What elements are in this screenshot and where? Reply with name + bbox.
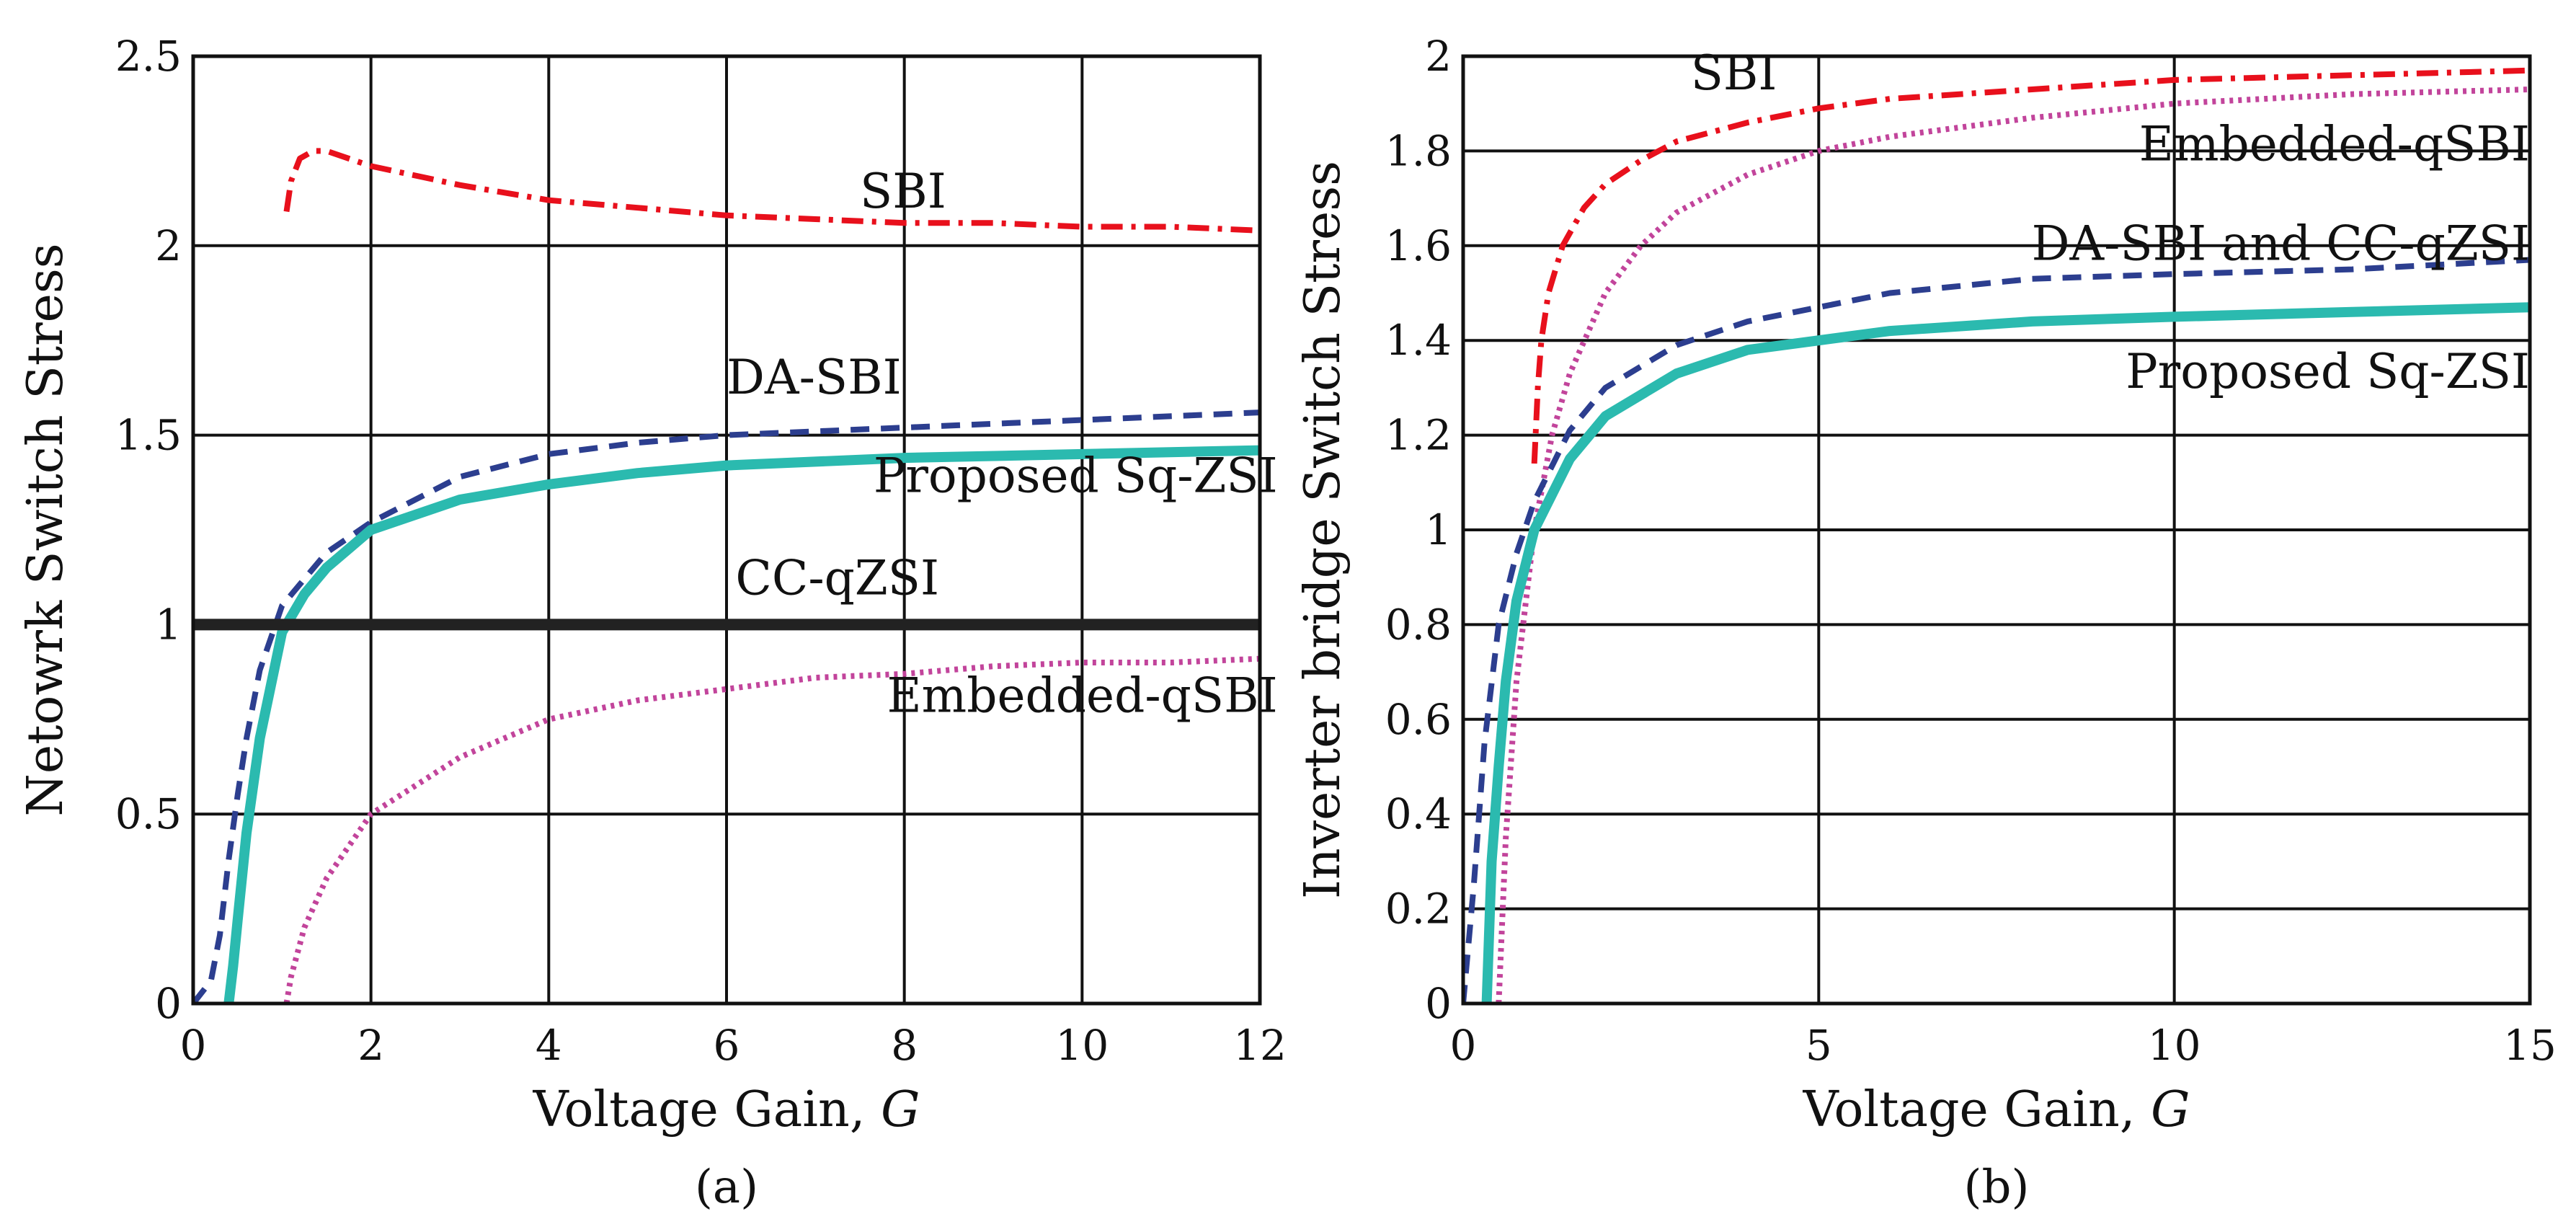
y-tick-label-b-6: 1.2: [1385, 411, 1452, 460]
series-line-b-da-sbi-and-cc-qzsi: [1463, 257, 2530, 1004]
series-annotation-a-0: SBI: [860, 164, 946, 219]
series-line-a-embedded-qsbi: [283, 655, 1260, 1004]
series-annotation-b-0: SBI: [1691, 45, 1777, 101]
x-axis-label-a: Voltage Gain, G: [533, 1081, 920, 1138]
x-tick-label-a-6: 12: [1233, 1021, 1287, 1070]
y-axis-label-b: Inverter bridge Switch Stress: [1294, 161, 1351, 899]
y-tick-label-a-2: 1: [155, 600, 182, 649]
series-annotation-a-1: DA-SBI: [727, 350, 902, 405]
x-tick-label-a-3: 6: [714, 1021, 740, 1070]
x-tick-label-a-0: 0: [180, 1021, 207, 1070]
series-line-b-sbi: [1531, 67, 2530, 464]
plot-frame-a: [191, 54, 1262, 1006]
y-tick-label-b-9: 1.8: [1385, 126, 1452, 175]
y-tick-label-b-5: 1: [1425, 505, 1452, 554]
series-annotation-b-2: DA-SBI and CC-qZSI: [2032, 216, 2530, 272]
x-tick-label-b-0: 0: [1450, 1021, 1477, 1070]
panel-label-b: (b): [1964, 1161, 2030, 1214]
y-tick-label-a-5: 2.5: [115, 32, 182, 81]
x-tick-label-a-5: 10: [1055, 1021, 1109, 1070]
series-line-b-embedded-qsbi: [1496, 87, 2530, 1004]
panel-label-a: (a): [695, 1161, 758, 1214]
x-tick-label-b-1: 5: [1806, 1021, 1832, 1070]
panel-a: 0 2 4 6 8 10 12 0 0.5 1 1.5 2 2.5 Voltage Gain, G Neto…: [17, 32, 1287, 1214]
series-line-a-da-sbi: [193, 409, 1260, 1006]
series-line-a-proposed-sq-zsi: [223, 445, 1260, 1004]
y-axis-label-a: Netowrk Switch Stress: [17, 243, 74, 816]
y-tick-label-b-2: 0.4: [1385, 789, 1452, 838]
series-line-b-proposed-sq-zsi: [1481, 302, 2530, 1004]
y-tick-label-b-3: 0.6: [1385, 695, 1452, 744]
series-annotation-a-3: CC-qZSI: [735, 550, 939, 606]
y-tick-label-a-4: 2: [155, 221, 182, 270]
y-tick-label-b-4: 0.8: [1385, 600, 1452, 649]
y-tick-label-a-1: 0.5: [115, 789, 182, 838]
x-tick-label-b-2: 10: [2148, 1021, 2201, 1070]
y-tick-label-b-1: 0.2: [1385, 885, 1452, 934]
x-tick-label-a-1: 2: [357, 1021, 384, 1070]
series-line-a-sbi: [283, 148, 1260, 234]
y-tick-label-b-10: 2: [1425, 32, 1452, 81]
x-tick-label-a-2: 4: [536, 1021, 562, 1070]
plot-frame-b: [1461, 54, 2532, 1006]
x-tick-label-b-3: 15: [2503, 1021, 2557, 1070]
y-tick-label-b-0: 0: [1425, 979, 1452, 1028]
series-annotation-a-4: Embedded-qSBI: [887, 668, 1277, 723]
series-annotation-b-3: Proposed Sq-ZSI: [2126, 344, 2530, 399]
x-axis-label-b: Voltage Gain, G: [1803, 1081, 2190, 1138]
y-tick-label-a-0: 0: [155, 979, 182, 1028]
y-tick-label-b-8: 1.6: [1385, 221, 1452, 270]
panel-b: 0 5 10 15 0 0.2 0.4 0.6 0.8 1 1.2 1.4 1.6 1.8 2 Voltage…: [1294, 32, 2557, 1214]
y-tick-label-a-3: 1.5: [115, 411, 182, 460]
series-annotation-b-1: Embedded-qSBI: [2139, 117, 2530, 172]
y-tick-label-b-7: 1.4: [1385, 316, 1452, 365]
series-annotation-a-2: Proposed Sq-ZSI: [874, 448, 1278, 503]
x-tick-label-a-4: 8: [891, 1021, 918, 1070]
